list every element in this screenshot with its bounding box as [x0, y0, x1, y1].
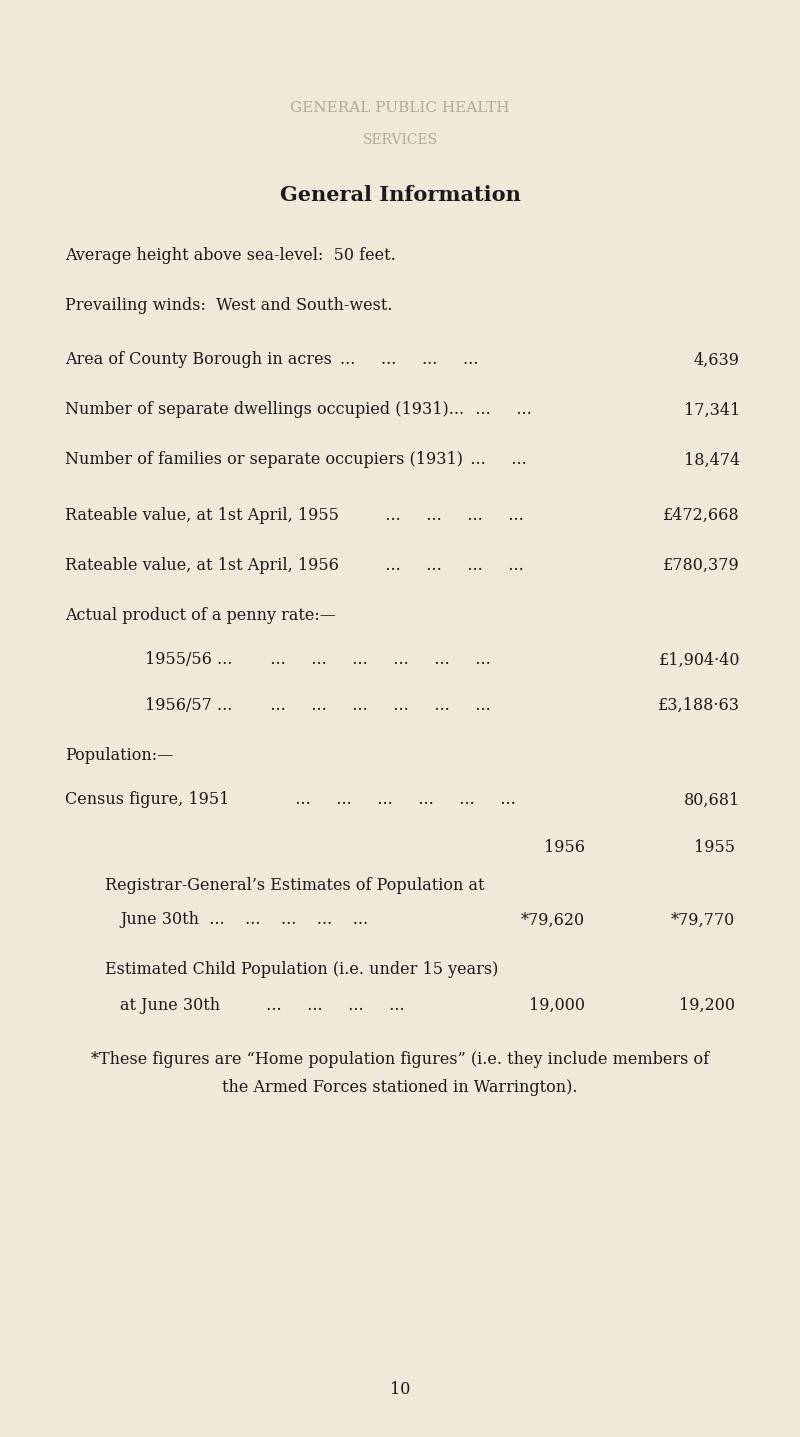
Text: Number of families or separate occupiers (1931): Number of families or separate occupiers… — [65, 451, 463, 468]
Text: ...     ...: ... ... — [455, 451, 526, 468]
Text: Registrar-General’s Estimates of Population at: Registrar-General’s Estimates of Populat… — [105, 877, 485, 894]
Text: ...     ...     ...     ...     ...     ...: ... ... ... ... ... ... — [255, 651, 490, 668]
Text: Area of County Borough in acres: Area of County Borough in acres — [65, 352, 332, 368]
Text: Rateable value, at 1st April, 1955: Rateable value, at 1st April, 1955 — [65, 506, 339, 523]
Text: Prevailing winds:  West and South-west.: Prevailing winds: West and South-west. — [65, 296, 393, 313]
Text: 1956/57 ...: 1956/57 ... — [145, 697, 232, 714]
Text: £472,668: £472,668 — [663, 506, 740, 523]
Text: Census figure, 1951: Census figure, 1951 — [65, 792, 230, 809]
Text: at June 30th         ...     ...     ...     ...: at June 30th ... ... ... ... — [120, 996, 405, 1013]
Text: ...     ...     ...     ...     ...     ...: ... ... ... ... ... ... — [280, 792, 516, 809]
Text: £780,379: £780,379 — [663, 556, 740, 573]
Text: 10: 10 — [390, 1381, 410, 1398]
Text: ...     ...: ... ... — [460, 401, 532, 418]
Text: the Armed Forces stationed in Warrington).: the Armed Forces stationed in Warrington… — [222, 1079, 578, 1096]
Text: Estimated Child Population (i.e. under 15 years): Estimated Child Population (i.e. under 1… — [105, 961, 498, 979]
Text: 17,341: 17,341 — [684, 401, 740, 418]
Text: Number of separate dwellings occupied (1931)...: Number of separate dwellings occupied (1… — [65, 401, 464, 418]
Text: SERVICES: SERVICES — [362, 134, 438, 147]
Text: Population:—: Population:— — [65, 746, 174, 763]
Text: 19,000: 19,000 — [529, 996, 585, 1013]
Text: £3,188·63: £3,188·63 — [658, 697, 740, 714]
Text: GENERAL PUBLIC HEALTH: GENERAL PUBLIC HEALTH — [290, 101, 510, 115]
Text: Actual product of a penny rate:—: Actual product of a penny rate:— — [65, 606, 336, 624]
Text: ...     ...     ...     ...: ... ... ... ... — [340, 352, 478, 368]
Text: 1955/56 ...: 1955/56 ... — [145, 651, 232, 668]
Text: 1956: 1956 — [544, 839, 585, 856]
Text: General Information: General Information — [279, 185, 521, 205]
Text: £1,904·40: £1,904·40 — [658, 651, 740, 668]
Text: 80,681: 80,681 — [684, 792, 740, 809]
Text: 1955: 1955 — [694, 839, 735, 856]
Text: Average height above sea-level:  50 feet.: Average height above sea-level: 50 feet. — [65, 247, 396, 263]
Text: *These figures are “Home population figures” (i.e. they include members of: *These figures are “Home population figu… — [91, 1052, 709, 1069]
Text: 18,474: 18,474 — [684, 451, 740, 468]
Text: *79,620: *79,620 — [521, 911, 585, 928]
Text: Rateable value, at 1st April, 1956: Rateable value, at 1st April, 1956 — [65, 556, 339, 573]
Text: ...     ...     ...     ...: ... ... ... ... — [370, 506, 524, 523]
Text: ...     ...     ...     ...: ... ... ... ... — [370, 556, 524, 573]
Text: June 30th  ...    ...    ...    ...    ...: June 30th ... ... ... ... ... — [120, 911, 368, 928]
Text: 4,639: 4,639 — [694, 352, 740, 368]
Text: *79,770: *79,770 — [670, 911, 735, 928]
Text: ...     ...     ...     ...     ...     ...: ... ... ... ... ... ... — [255, 697, 490, 714]
Text: 19,200: 19,200 — [679, 996, 735, 1013]
